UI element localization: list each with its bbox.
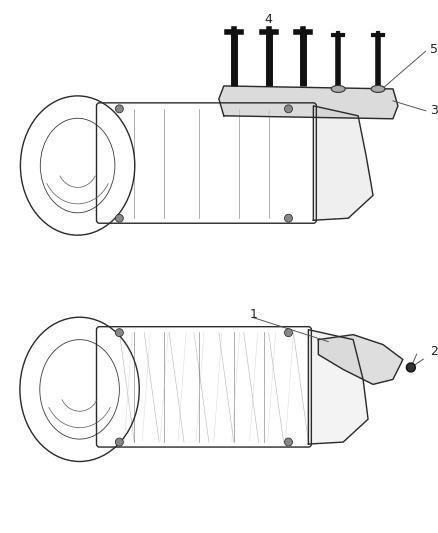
Ellipse shape [115,438,124,446]
Polygon shape [313,106,373,220]
Text: 4: 4 [265,13,272,26]
Ellipse shape [406,363,415,372]
Text: 2: 2 [430,345,438,358]
Polygon shape [318,335,403,384]
Text: 5: 5 [430,43,438,55]
Text: 3: 3 [430,104,438,117]
Polygon shape [308,330,368,444]
Text: 1: 1 [250,308,258,321]
Ellipse shape [115,214,124,222]
Ellipse shape [115,105,124,113]
Ellipse shape [331,85,345,92]
Ellipse shape [285,329,293,337]
Ellipse shape [115,329,124,337]
Ellipse shape [371,85,385,92]
Polygon shape [219,86,398,119]
Ellipse shape [285,214,293,222]
Ellipse shape [285,105,293,113]
Ellipse shape [285,438,293,446]
